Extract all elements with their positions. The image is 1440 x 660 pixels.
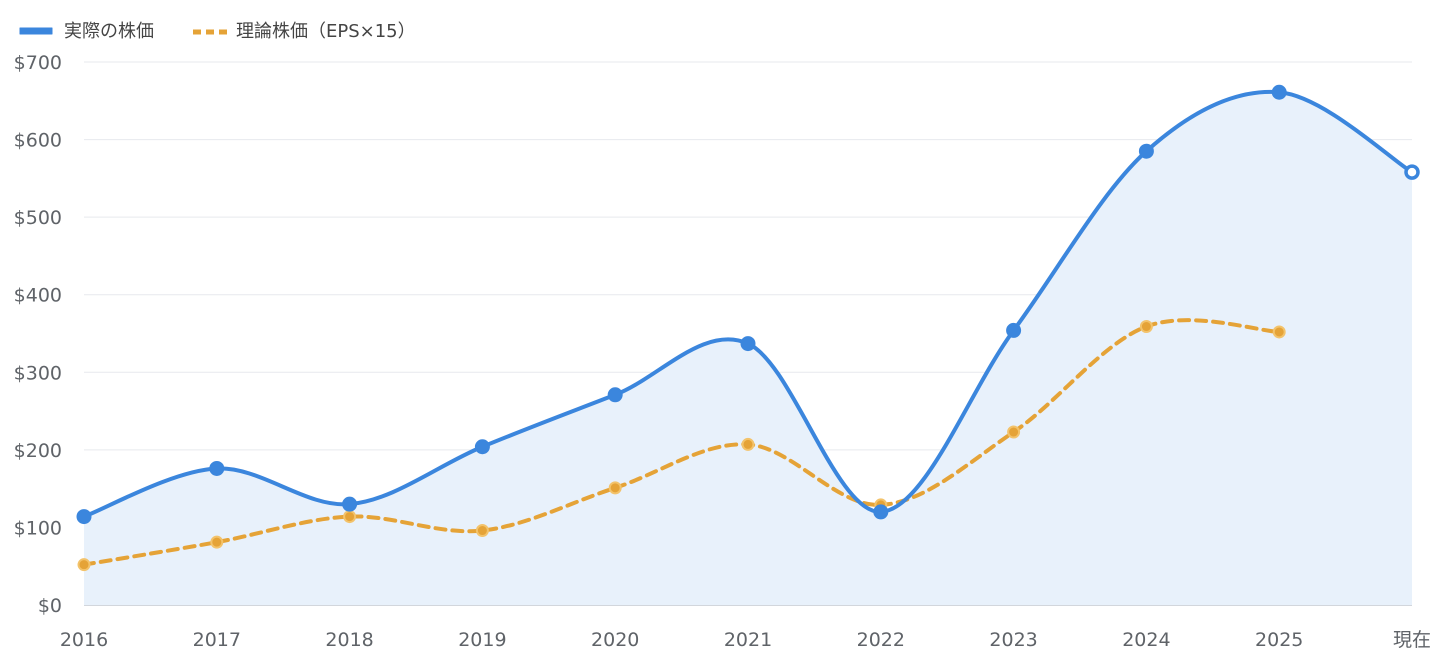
x-tick-label: 2021 (724, 629, 772, 651)
theoretical-price-point[interactable] (210, 535, 224, 549)
y-tick-label: $500 (14, 207, 62, 229)
actual-price-point[interactable] (474, 439, 490, 455)
y-tick-label: $100 (14, 517, 62, 539)
actual-price-point[interactable] (1271, 84, 1287, 100)
theoretical-price-point[interactable] (1007, 425, 1021, 439)
x-axis-ticks: 2016 2017 2018 2019 2020 2021 2022 2023 2024 2025… (60, 629, 1431, 651)
theoretical-price-point[interactable] (77, 558, 91, 572)
x-tick-label: 現在 (1393, 629, 1431, 651)
legend-item-theoretical-price[interactable]: 理論株価（EPS×15） (193, 21, 416, 42)
x-tick-label: 2019 (458, 629, 506, 651)
actual-price-point[interactable] (1006, 322, 1022, 338)
actual-price-point[interactable] (76, 509, 92, 525)
theoretical-price-point[interactable] (475, 524, 489, 538)
theoretical-price-point[interactable] (608, 481, 622, 495)
y-tick-label: $400 (14, 285, 62, 307)
legend-item-actual-price[interactable]: 実際の株価 (16, 21, 154, 42)
actual-price-point[interactable] (342, 496, 358, 512)
legend-label-theoretical: 理論株価（EPS×15） (236, 21, 416, 42)
x-tick-label: 2025 (1255, 629, 1303, 651)
legend-label-actual: 実際の株価 (64, 21, 154, 42)
actual-price-point[interactable] (209, 460, 225, 476)
y-axis-ticks: $0 $100 $200 $300 $400 $500 $600 $700 (14, 52, 62, 617)
actual-price-point[interactable] (1138, 143, 1154, 159)
theoretical-price-line (82, 318, 1282, 567)
actual-price-line (82, 89, 1414, 519)
y-tick-label: $0 (38, 595, 62, 617)
legend-swatch-actual (16, 24, 56, 38)
y-tick-label: $300 (14, 362, 62, 384)
y-tick-label: $200 (14, 440, 62, 462)
x-tick-label: 2024 (1122, 629, 1170, 651)
actual-price-point[interactable] (873, 504, 889, 520)
theoretical-price-point[interactable] (741, 437, 755, 451)
x-tick-label: 2023 (989, 629, 1037, 651)
theoretical-price-point[interactable] (1139, 320, 1153, 334)
y-tick-label: $600 (14, 130, 62, 152)
theoretical-price-point[interactable] (1272, 325, 1286, 339)
x-tick-label: 2016 (60, 629, 108, 651)
x-tick-label: 2018 (325, 629, 373, 651)
y-tick-label: $700 (14, 52, 62, 74)
x-tick-label: 2022 (857, 629, 905, 651)
series-lines-layer (82, 89, 1414, 567)
theoretical-price-point[interactable] (343, 510, 357, 524)
actual-price-point[interactable] (607, 387, 623, 403)
x-tick-label: 2020 (591, 629, 639, 651)
x-tick-label: 2017 (193, 629, 241, 651)
actual-price-point[interactable] (740, 336, 756, 352)
series-points-layer (76, 84, 1420, 572)
legend: 実際の株価 理論株価（EPS×15） (16, 21, 416, 42)
actual-price-point[interactable] (1404, 164, 1420, 180)
